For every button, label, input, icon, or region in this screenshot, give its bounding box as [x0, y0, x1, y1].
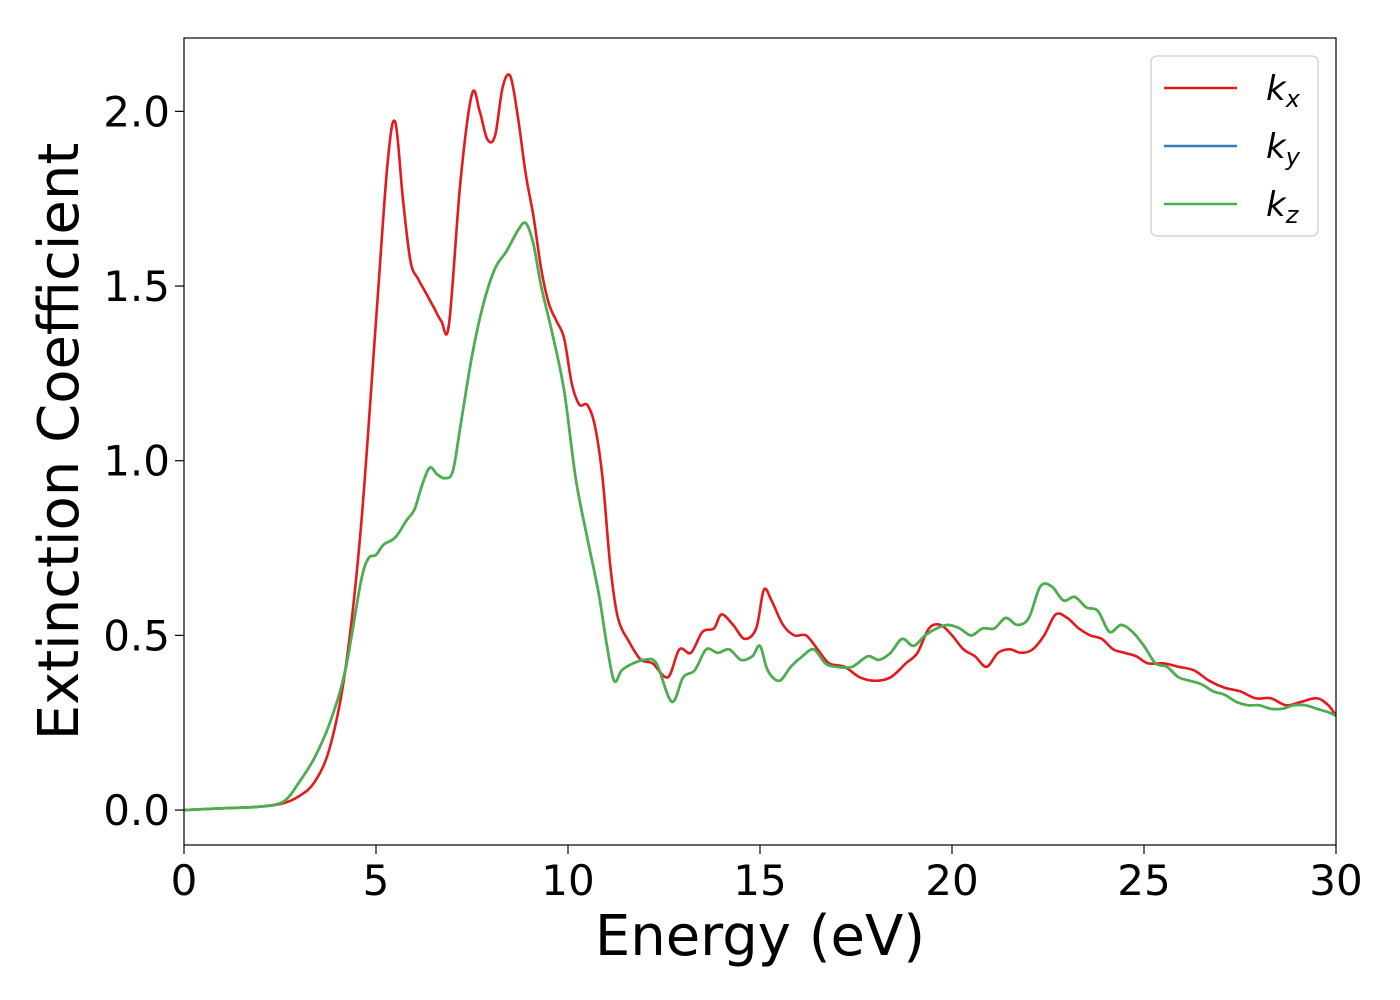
- x-tick-label: 20: [925, 856, 978, 905]
- legend-label: ky: [1266, 127, 1301, 171]
- x-tick-label: 30: [1309, 856, 1362, 905]
- y-tick-label: 0.5: [103, 611, 170, 660]
- y-tick-label: 1.0: [103, 437, 170, 486]
- x-tick-label: 0: [171, 856, 198, 905]
- series-line-kz: [184, 221, 1336, 812]
- y-tick-label: 2.0: [103, 87, 170, 136]
- x-tick-label: 5: [363, 856, 390, 905]
- y-axis-title: Extinction Coefficient: [27, 143, 92, 741]
- legend-label: kx: [1266, 69, 1301, 113]
- x-axis: 0 5 10 15 20 25 30: [171, 845, 1363, 905]
- series-layer: [184, 73, 1336, 812]
- legend: kx ky kz: [1150, 55, 1319, 237]
- x-tick-label: 10: [541, 856, 594, 905]
- x-axis-title: Energy (eV): [595, 904, 925, 969]
- x-tick-label: 15: [733, 856, 786, 905]
- x-tick-label: 25: [1117, 856, 1170, 905]
- y-tick-label: 1.5: [103, 262, 170, 311]
- y-tick-label: 0.0: [103, 786, 170, 835]
- series-line-kx: [184, 73, 1336, 812]
- legend-label: kz: [1266, 185, 1300, 229]
- y-axis: 0.0 0.5 1.0 1.5 2.0: [103, 87, 184, 835]
- series-line-ky: [184, 221, 1336, 812]
